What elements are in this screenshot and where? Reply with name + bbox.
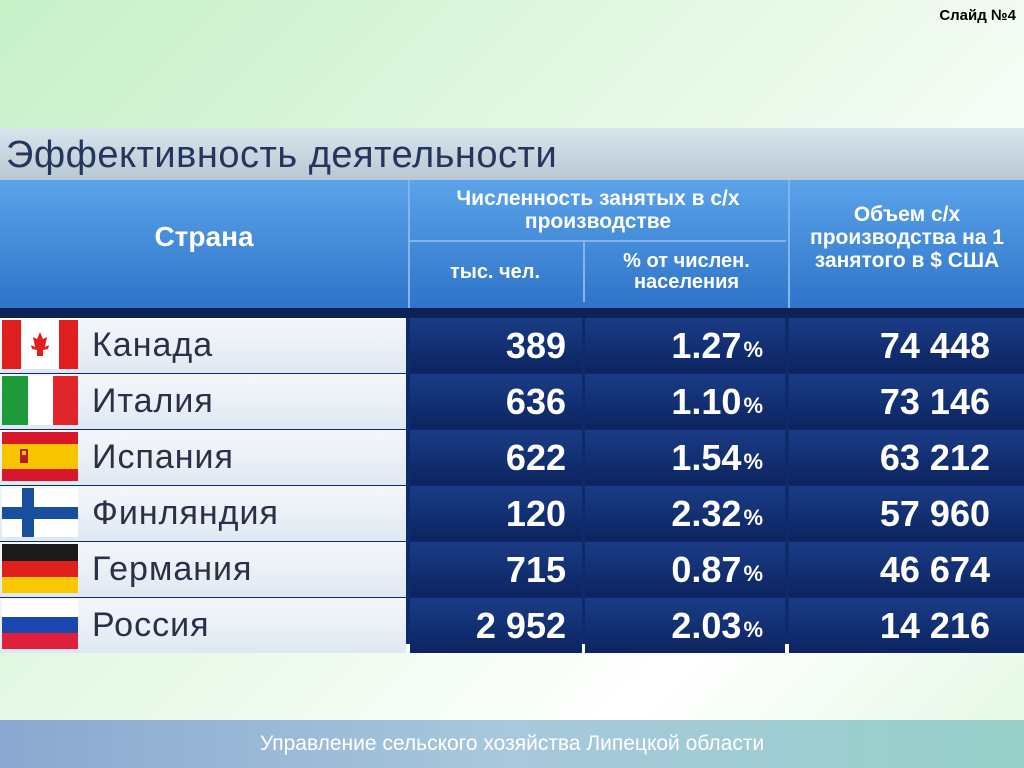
table-title-bar: Эффективность деятельности: [0, 128, 1024, 180]
table-header: Страна Численность занятых в с/х произво…: [0, 180, 1024, 308]
country-name: Россия: [92, 606, 210, 644]
employed-value: 389: [410, 318, 582, 373]
italy-flag-icon: [2, 376, 78, 425]
spain-flag-icon: [2, 432, 78, 481]
table-row: Канада 389 1.27% 74 448: [0, 318, 1024, 373]
header-pct-population: % от числен. населения: [583, 242, 788, 302]
pct-value: 1.10%: [585, 374, 785, 429]
employed-value: 120: [410, 486, 582, 541]
header-spacer: [0, 308, 1024, 318]
table-row: Финляндия 120 2.32% 57 960: [0, 486, 1024, 541]
canada-flag-icon: [2, 320, 78, 369]
header-thousand-people: тыс. чел.: [449, 260, 541, 283]
employed-value: 2 952: [410, 598, 582, 653]
table-row: Италия 636 1.10% 73 146: [0, 374, 1024, 429]
employed-value: 636: [410, 374, 582, 429]
volume-value: 46 674: [789, 542, 1024, 597]
russia-flag-icon: [2, 600, 78, 649]
employed-value: 715: [410, 542, 582, 597]
volume-value: 74 448: [789, 318, 1024, 373]
pct-value: 2.32%: [585, 486, 785, 541]
header-volume: Объем с/х производства на 1 занятого в $…: [788, 180, 1024, 308]
country-cell: Испания: [0, 430, 406, 485]
table-title: Эффективность деятельности: [6, 134, 558, 176]
employed-value: 622: [410, 430, 582, 485]
country-cell: Россия: [0, 598, 406, 653]
pct-value: 1.27%: [585, 318, 785, 373]
header-country: Страна: [154, 221, 254, 252]
footer-bar: Управление сельского хозяйства Липецкой …: [0, 720, 1024, 768]
pct-value: 1.54%: [585, 430, 785, 485]
finland-flag-icon: [2, 488, 78, 537]
germany-flag-icon: [2, 544, 78, 593]
volume-value: 14 216: [789, 598, 1024, 653]
country-cell: Финляндия: [0, 486, 406, 541]
country-cell: Италия: [0, 374, 406, 429]
volume-value: 63 212: [789, 430, 1024, 485]
header-divider: [408, 180, 410, 308]
country-name: Испания: [92, 438, 234, 476]
pct-value: 2.03%: [585, 598, 785, 653]
volume-value: 57 960: [789, 486, 1024, 541]
footer-text: Управление сельского хозяйства Липецкой …: [259, 732, 765, 755]
country-name: Финляндия: [92, 494, 279, 532]
country-cell: Германия: [0, 542, 406, 597]
country-name: Германия: [92, 550, 253, 588]
header-employed-group: Численность занятых в с/х производстве: [410, 180, 786, 242]
table-row: Россия 2 952 2.03% 14 216: [0, 598, 1024, 653]
pct-value: 0.87%: [585, 542, 785, 597]
slide-number: Слайд №4: [939, 7, 1016, 24]
country-name: Канада: [92, 326, 214, 364]
country-name: Италия: [92, 382, 214, 420]
volume-value: 73 146: [789, 374, 1024, 429]
country-cell: Канада: [0, 318, 406, 373]
efficiency-table: Эффективность деятельности Страна Числен…: [0, 128, 1024, 653]
table-row: Испания 622 1.54% 63 212: [0, 430, 1024, 485]
table-body: Канада 389 1.27% 74 448 Италия 636 1.10%: [0, 318, 1024, 654]
table-row: Германия 715 0.87% 46 674: [0, 542, 1024, 597]
